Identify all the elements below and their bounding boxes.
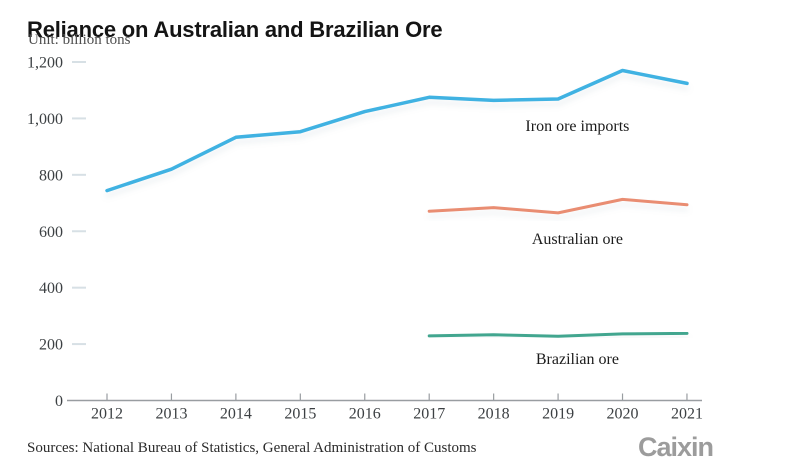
y-tick-label: 400 [39,280,63,297]
series-line-australian-ore [427,197,689,215]
y-tick-label: 0 [55,393,63,410]
y-tick-label: 800 [39,167,63,184]
sources-note: Sources: National Bureau of Statistics, … [27,440,477,456]
y-tick-label: 600 [39,224,63,241]
x-tick-label: 2016 [349,406,381,423]
x-tick-label: 2020 [607,406,639,423]
y-tick-label: 1,200 [27,55,63,72]
y-tick-label: 200 [39,337,63,354]
series-line-brazilian-ore [427,331,689,338]
x-tick-label: 2021 [671,406,703,423]
series-label: Brazilian ore [536,351,619,368]
page-title: Reliance on Australian and Brazilian Ore [27,16,443,42]
x-tick-label: 2019 [542,406,574,423]
x-tick-label: 2013 [155,406,187,423]
x-tick-label: 2014 [220,406,252,423]
series-label: Iron ore imports [525,118,629,135]
x-tick-label: 2015 [284,406,316,423]
x-tick-label: 2018 [478,406,510,423]
series-label: Australian ore [532,231,623,248]
x-tick-label: 2012 [91,406,123,423]
caixin-logo: Caixin [638,432,714,462]
unit-label: Unit: billion tons [28,32,131,48]
x-tick-label: 2017 [413,406,445,423]
series-line-iron-ore-imports [105,68,689,193]
y-tick-label: 1,000 [27,111,63,128]
